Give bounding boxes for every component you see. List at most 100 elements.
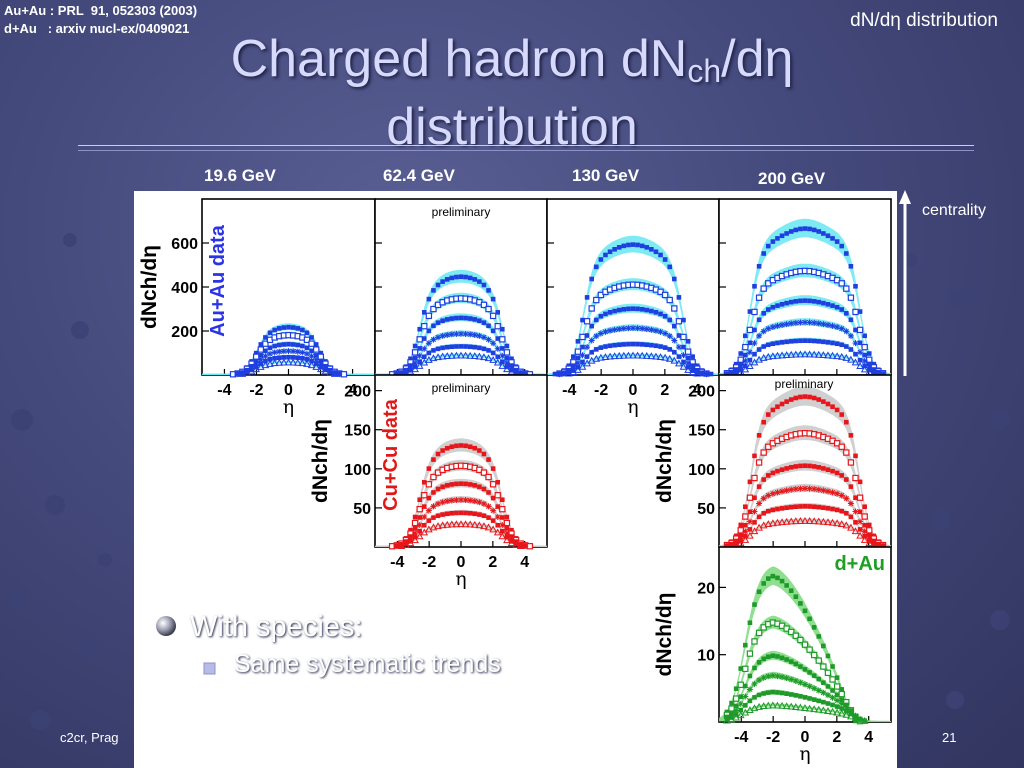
data-point (839, 706, 845, 711)
data-point (861, 357, 868, 364)
data-point (309, 348, 314, 354)
data-point (852, 340, 859, 347)
data-point (444, 498, 451, 505)
data-point (480, 301, 488, 309)
data-point (816, 229, 822, 234)
data-point (774, 322, 781, 329)
data-point (652, 352, 660, 360)
data-point (444, 445, 450, 451)
data-point (516, 542, 525, 549)
data-point (495, 336, 501, 341)
data-point (513, 541, 519, 547)
data-point (244, 369, 250, 375)
data-point (584, 354, 590, 359)
data-point (393, 543, 400, 550)
data-point (440, 345, 445, 351)
data-point (556, 371, 563, 378)
data-point (463, 481, 468, 487)
data-point (472, 277, 478, 282)
data-point (452, 520, 461, 528)
data-point (603, 311, 608, 317)
data-point (304, 357, 310, 362)
data-point (323, 367, 328, 373)
data-point (454, 510, 459, 516)
data-point (769, 701, 777, 709)
data-point (751, 680, 758, 687)
data-point (476, 499, 483, 506)
data-point (649, 308, 654, 314)
data-point (746, 349, 753, 356)
data-point (821, 466, 826, 471)
data-point (626, 341, 631, 347)
slide-title-line2: distribution (386, 98, 638, 156)
data-point (756, 484, 762, 489)
data-point (825, 701, 831, 706)
data-point (793, 299, 799, 304)
data-point (788, 692, 794, 697)
data-point (426, 495, 432, 501)
data-point (588, 337, 595, 344)
data-point (821, 399, 826, 404)
data-point (252, 353, 260, 360)
title-rule-shadow (78, 150, 974, 151)
data-point (769, 490, 776, 497)
data-point (844, 311, 849, 316)
data-point (652, 327, 659, 334)
data-point (833, 352, 841, 360)
data-point (834, 490, 841, 497)
data-point (738, 522, 744, 528)
data-point (453, 497, 460, 504)
data-point (856, 326, 864, 334)
data-point (397, 542, 406, 549)
data-point (467, 497, 474, 504)
data-point (653, 249, 659, 255)
data-point (847, 500, 854, 507)
data-point (253, 350, 259, 356)
data-point (765, 412, 771, 417)
data-point (820, 663, 827, 670)
data-point (598, 345, 604, 350)
data-point (431, 323, 436, 329)
data-point (454, 274, 459, 280)
data-point (477, 484, 482, 490)
data-point (416, 352, 423, 359)
data-point (815, 486, 822, 493)
data-point (504, 343, 510, 349)
data-point (838, 492, 845, 499)
data-point (775, 340, 780, 346)
data-point (811, 673, 817, 678)
data-point (430, 305, 437, 313)
data-point (844, 510, 849, 516)
data-point (798, 394, 803, 400)
data-point (416, 522, 423, 529)
data-point (313, 346, 320, 353)
data-point (412, 514, 418, 520)
data-point (838, 690, 845, 698)
data-point (435, 282, 441, 288)
data-point (747, 357, 753, 363)
data-point (644, 245, 650, 250)
data-point (761, 419, 766, 425)
data-point (494, 513, 501, 520)
data-point (603, 252, 608, 258)
data-point (729, 543, 734, 548)
data-point (607, 327, 614, 334)
data-point (493, 358, 502, 366)
data-point (770, 239, 776, 244)
data-point (746, 531, 754, 539)
data-point (825, 467, 831, 472)
data-point (756, 433, 762, 438)
data-point (606, 352, 614, 360)
preliminary-label: preliminary (432, 205, 491, 219)
data-point (408, 356, 413, 362)
data-point (430, 336, 437, 343)
data-point (844, 419, 849, 425)
data-point (738, 707, 744, 713)
data-point (788, 588, 794, 593)
data-point (449, 482, 455, 487)
data-point (848, 263, 854, 269)
data-point (621, 243, 627, 249)
data-point (798, 601, 803, 606)
data-point (408, 527, 413, 533)
data-point (751, 340, 758, 347)
